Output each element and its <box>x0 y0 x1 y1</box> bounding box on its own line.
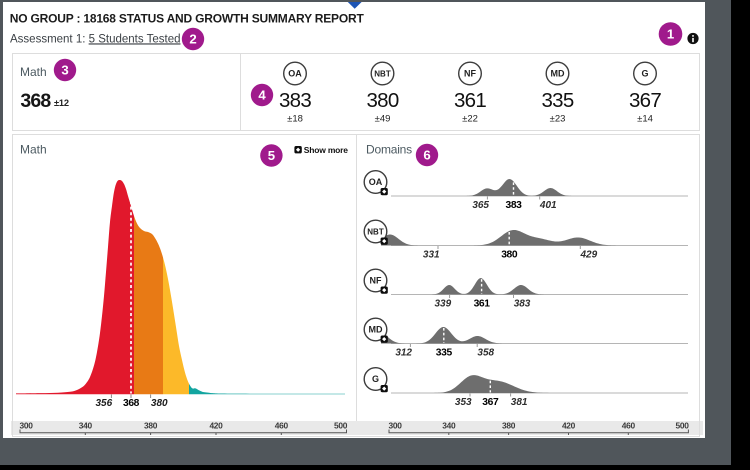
svg-text:460: 460 <box>622 421 636 431</box>
svg-text:Math: Math <box>20 142 47 156</box>
svg-text:Domains: Domains <box>366 142 412 156</box>
svg-text:OA: OA <box>369 177 383 187</box>
svg-text:368: 368 <box>123 398 140 409</box>
svg-text:429: 429 <box>580 249 598 260</box>
svg-text:380: 380 <box>366 89 398 112</box>
svg-text:367: 367 <box>482 397 499 408</box>
svg-text:365: 365 <box>472 200 489 211</box>
svg-text:4: 4 <box>258 88 266 103</box>
svg-text:±23: ±23 <box>550 114 566 125</box>
svg-text:6: 6 <box>423 148 430 163</box>
svg-text:NBT: NBT <box>367 228 384 237</box>
svg-text:±14: ±14 <box>637 114 653 125</box>
svg-text:381: 381 <box>511 397 528 408</box>
svg-text:312: 312 <box>395 347 412 358</box>
svg-text:2: 2 <box>189 32 196 47</box>
svg-text:MD: MD <box>369 325 383 335</box>
svg-text:G: G <box>641 69 648 79</box>
svg-text:420: 420 <box>209 421 223 431</box>
svg-text:340: 340 <box>79 421 93 431</box>
svg-text:331: 331 <box>423 249 440 260</box>
svg-text:500: 500 <box>676 421 690 431</box>
svg-text:5: 5 <box>268 148 275 163</box>
svg-text:300: 300 <box>389 421 403 431</box>
svg-text:368: 368 <box>20 90 51 112</box>
svg-text:G: G <box>372 374 379 384</box>
svg-text:356: 356 <box>96 398 113 409</box>
svg-text:380: 380 <box>502 421 516 431</box>
svg-text:MD: MD <box>551 69 565 79</box>
svg-text:NF: NF <box>464 69 476 79</box>
svg-text:340: 340 <box>442 421 456 431</box>
svg-text:380: 380 <box>501 249 518 260</box>
svg-text:335: 335 <box>436 347 453 358</box>
svg-text:300: 300 <box>20 421 34 431</box>
svg-text:Math: Math <box>20 65 47 79</box>
svg-text:500: 500 <box>334 421 348 431</box>
svg-text:383: 383 <box>514 298 531 309</box>
svg-text:3: 3 <box>61 63 68 78</box>
svg-text:Assessment 1: 5 Students Teste: Assessment 1: 5 Students Tested <box>10 33 180 45</box>
svg-text:358: 358 <box>477 347 494 358</box>
svg-text:361: 361 <box>474 298 491 309</box>
svg-text:Show more: Show more <box>304 145 348 155</box>
svg-text:367: 367 <box>629 89 661 112</box>
svg-text:460: 460 <box>275 421 289 431</box>
svg-text:NBT: NBT <box>374 70 391 79</box>
svg-text:OA: OA <box>288 69 302 79</box>
svg-text:383: 383 <box>506 200 523 211</box>
svg-text:361: 361 <box>454 89 486 112</box>
svg-text:±18: ±18 <box>287 114 303 125</box>
svg-text:NO GROUP : 18168 STATUS AND GR: NO GROUP : 18168 STATUS AND GROWTH SUMMA… <box>10 12 365 26</box>
svg-text:±12: ±12 <box>54 98 69 108</box>
svg-text:353: 353 <box>455 397 472 408</box>
svg-text:380: 380 <box>144 421 158 431</box>
svg-text:380: 380 <box>151 398 168 409</box>
svg-text:383: 383 <box>279 89 311 112</box>
svg-text:420: 420 <box>562 421 576 431</box>
svg-text:±49: ±49 <box>375 114 391 125</box>
svg-text:NF: NF <box>370 276 382 286</box>
svg-text:1: 1 <box>667 27 674 42</box>
svg-text:401: 401 <box>539 200 557 211</box>
svg-text:339: 339 <box>435 298 452 309</box>
svg-text:335: 335 <box>541 89 573 112</box>
svg-text:±22: ±22 <box>462 114 478 125</box>
